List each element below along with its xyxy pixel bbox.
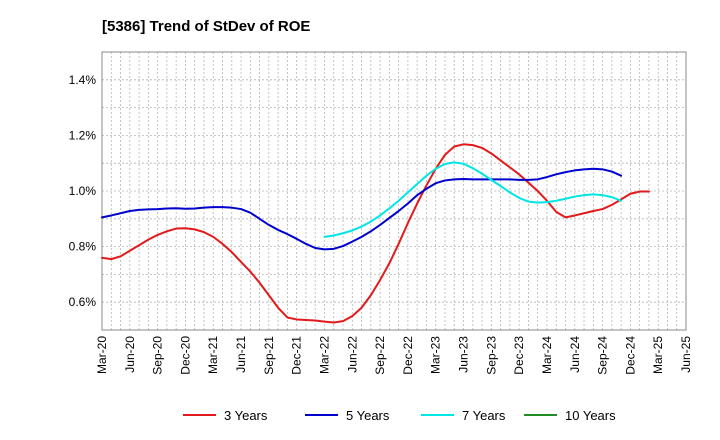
legend: 3 Years 5 Years 7 Years 10 Years: [183, 408, 616, 423]
x-tick-label: Sep-23: [484, 336, 498, 375]
x-tick-label: Jun-23: [457, 336, 471, 373]
y-tick-label: 1.2%: [69, 128, 97, 142]
series-line: [101, 167, 623, 251]
x-tick-label: Mar-24: [540, 336, 554, 374]
legend-label: 3 Years: [224, 408, 268, 423]
x-tick-label: Jun-21: [234, 336, 248, 373]
y-tick-label: 1.4%: [69, 73, 97, 87]
x-tick-label: Mar-25: [651, 336, 665, 374]
x-tick-label: Sep-20: [151, 336, 165, 375]
x-tick-label: Mar-20: [95, 336, 109, 374]
y-tick-label: 1.0%: [69, 184, 97, 198]
x-tick-label: Mar-23: [429, 336, 443, 374]
x-tick-label: Dec-21: [290, 336, 304, 375]
y-tick-label: 0.6%: [69, 295, 97, 309]
x-tick-label: Jun-20: [123, 336, 137, 373]
x-tick-label: Sep-22: [373, 336, 387, 375]
legend-label: 10 Years: [565, 408, 616, 423]
chart-title: [5386] Trend of StDev of ROE: [102, 18, 310, 35]
x-tick-label: Mar-21: [206, 336, 220, 374]
series-line: [323, 161, 623, 238]
x-tick-label: Jun-24: [568, 336, 582, 373]
series-line: [101, 143, 650, 324]
legend-label: 5 Years: [346, 408, 390, 423]
legend-label: 7 Years: [462, 408, 506, 423]
x-tick-label: Dec-24: [623, 336, 637, 375]
x-tick-label: Sep-24: [596, 336, 610, 375]
y-tick-label: 0.8%: [69, 240, 97, 254]
x-tick-label: Jun-25: [679, 336, 693, 373]
x-tick-label: Sep-21: [262, 336, 276, 375]
plot-area: 0.6% 0.8% 1.0% 1.2% 1.4% Mar-20 Jun-20 Sep-20 De…: [69, 51, 693, 375]
plot-border: [101, 51, 687, 331]
x-tick-label: Mar-22: [317, 336, 331, 374]
x-tick-label: Dec-23: [512, 336, 526, 375]
x-tick-label: Jun-22: [345, 336, 359, 373]
x-tick-label: Dec-22: [401, 336, 415, 375]
x-tick-label: Dec-20: [178, 336, 192, 375]
